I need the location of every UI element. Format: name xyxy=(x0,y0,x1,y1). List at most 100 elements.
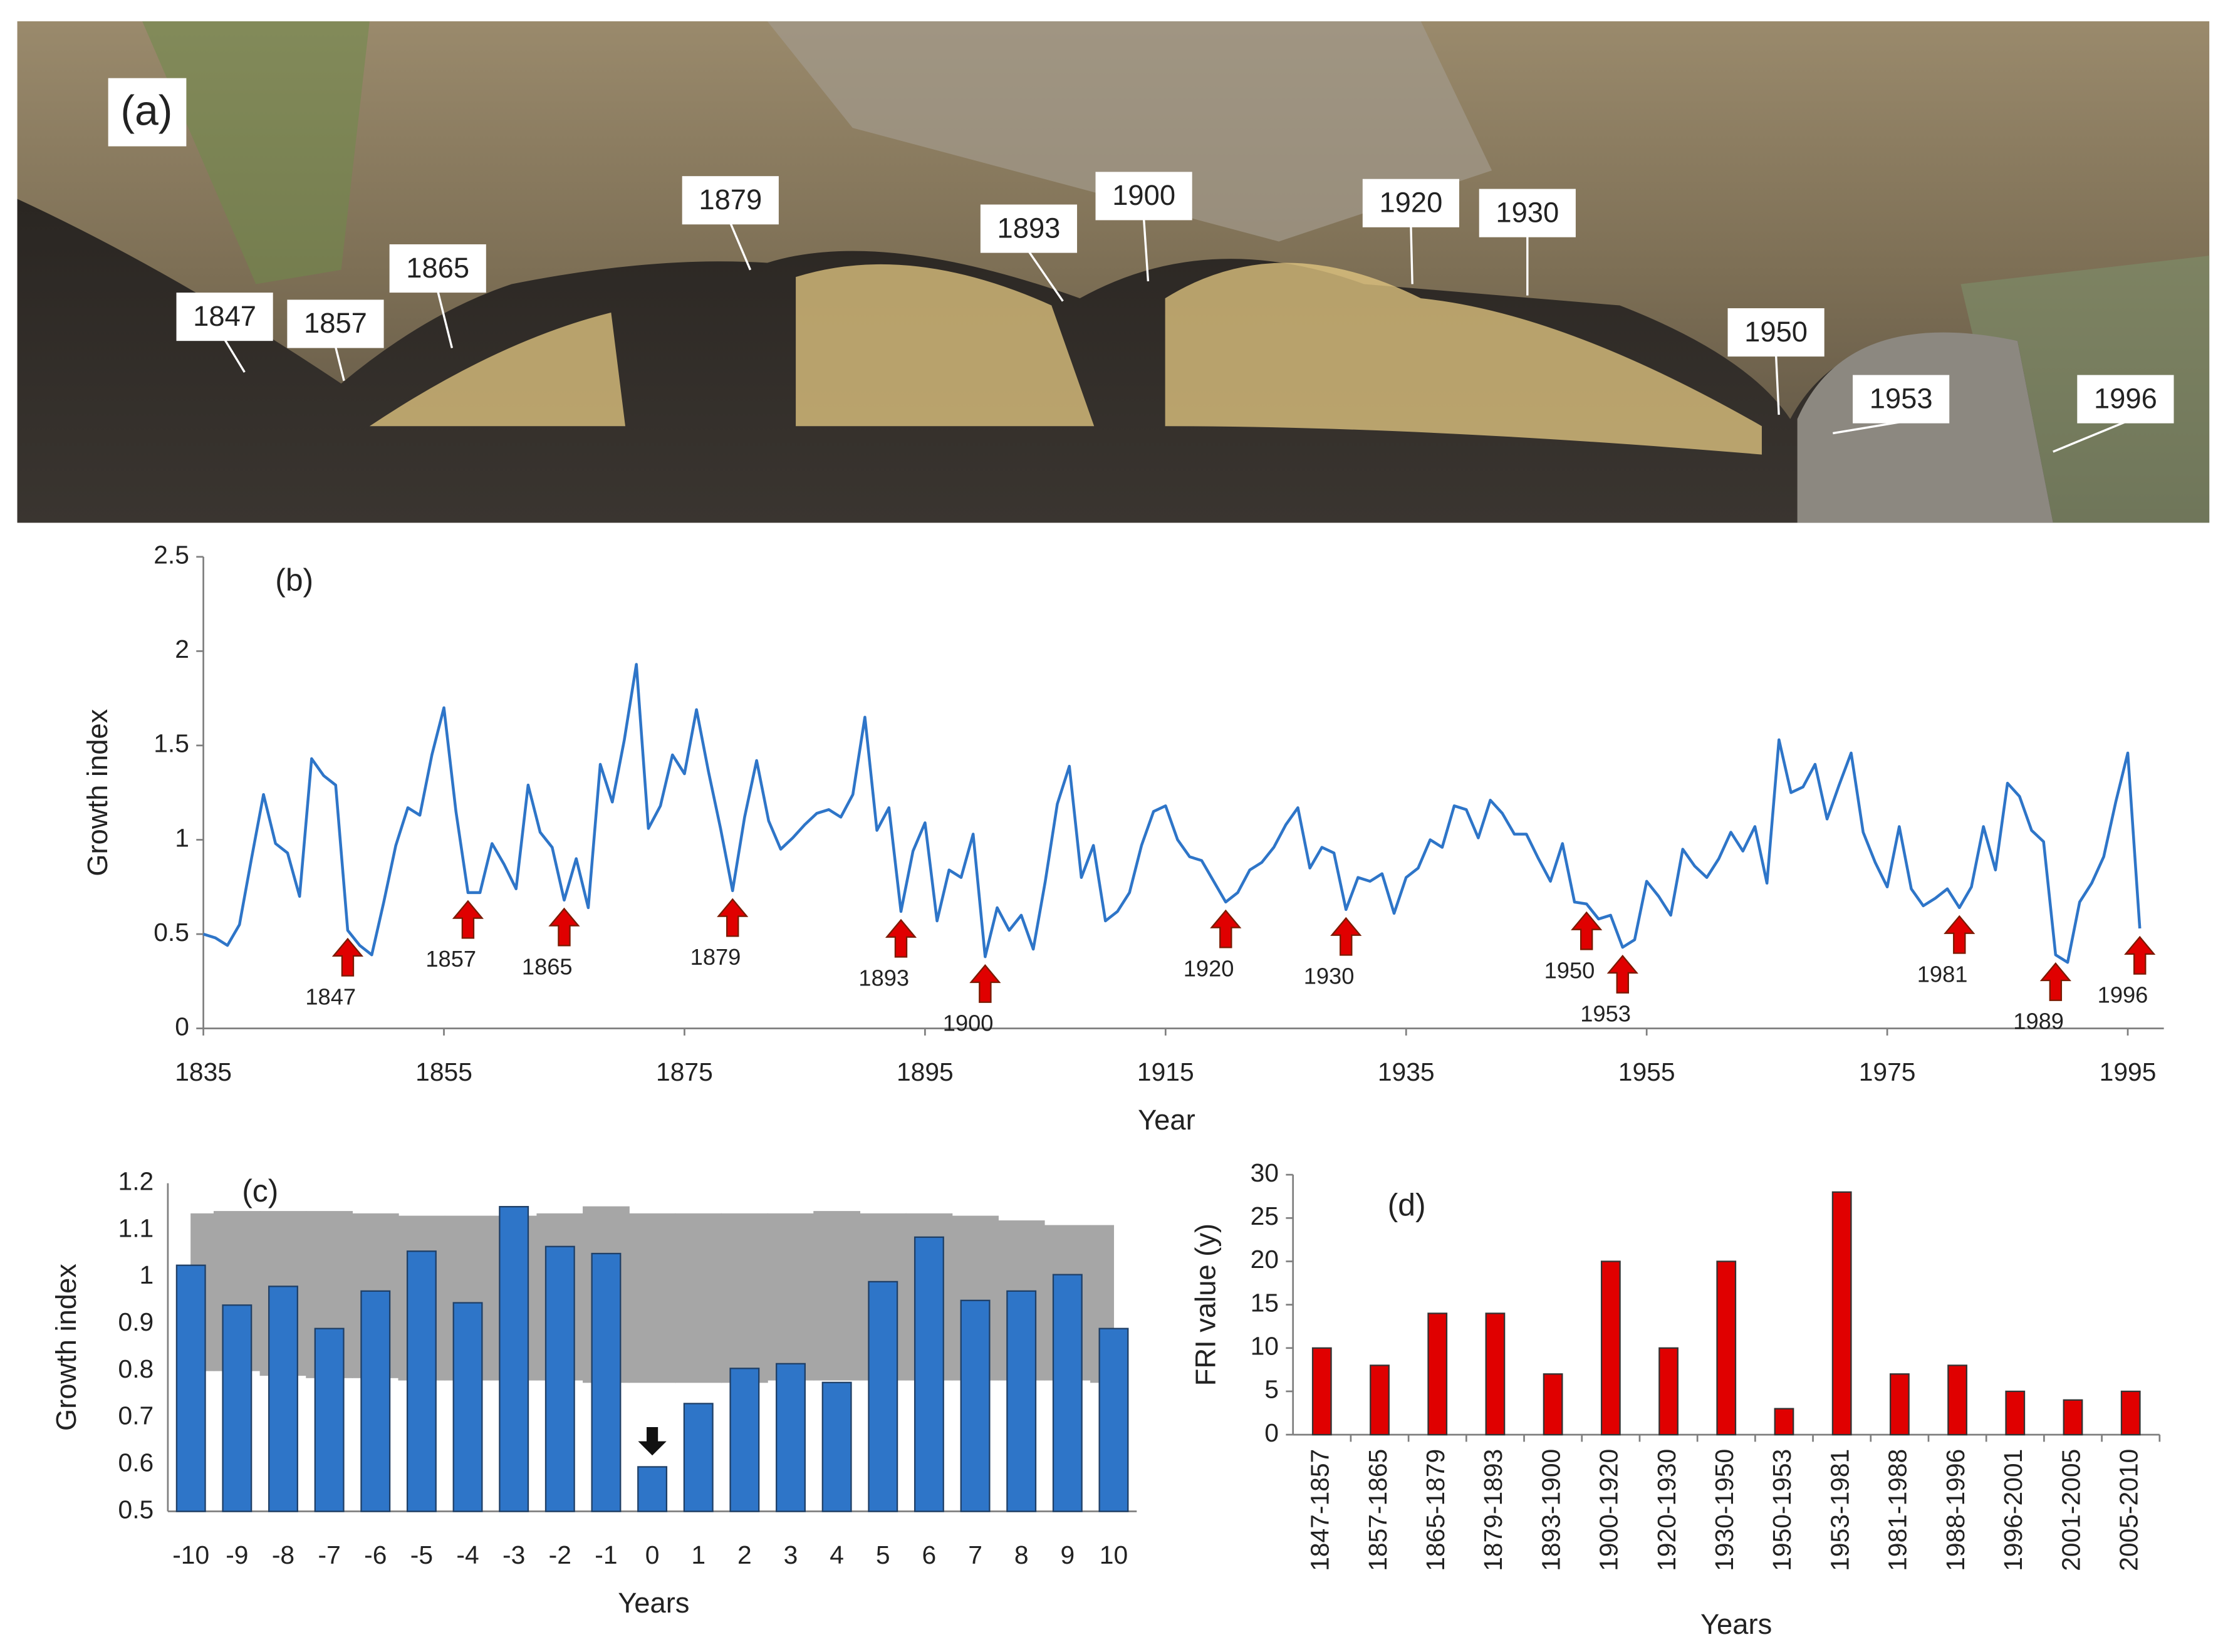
x-tick-label: 1855 xyxy=(415,1057,472,1086)
fire-year-label: 1930 xyxy=(1304,963,1355,989)
label-box xyxy=(980,204,1078,253)
fire-year-label: 1953 xyxy=(1580,1001,1631,1027)
label-box xyxy=(1095,172,1192,221)
fire-arrow xyxy=(885,918,917,958)
bar xyxy=(1052,1274,1083,1512)
x-tick-label: 1900-1920 xyxy=(1595,1449,1623,1571)
y-tick-label: 0 xyxy=(175,1012,189,1041)
x-tick-label: 6 xyxy=(922,1540,937,1569)
y-tick-label: 2.5 xyxy=(154,541,189,569)
bar xyxy=(499,1206,529,1512)
bar xyxy=(1370,1364,1390,1436)
x-tick-label: 3 xyxy=(784,1540,798,1569)
panel-label: (b) xyxy=(275,563,313,598)
x-tick-label: 9 xyxy=(1060,1540,1075,1569)
y-tick-label: 0.8 xyxy=(118,1354,154,1383)
panel-label: (a) xyxy=(120,86,172,134)
x-tick-label: 8 xyxy=(1014,1540,1029,1569)
x-tick-label: -9 xyxy=(226,1540,248,1569)
x-tick-label: -4 xyxy=(456,1540,479,1569)
bar xyxy=(776,1363,806,1512)
x-tick-label: 1865-1879 xyxy=(1421,1449,1450,1571)
y-tick-label: 0 xyxy=(1264,1418,1279,1447)
label-leader xyxy=(334,346,345,382)
fire-year-label: 1920 xyxy=(1184,955,1234,981)
bar xyxy=(960,1299,991,1512)
bar xyxy=(1947,1364,1967,1436)
y-tick-label: 15 xyxy=(1251,1288,1279,1317)
x-tick-label: 0 xyxy=(645,1540,660,1569)
fire-year-label: 1865 xyxy=(522,953,573,979)
bar xyxy=(1658,1347,1679,1436)
fire-arrow xyxy=(2124,935,2156,975)
bar xyxy=(1098,1327,1129,1512)
bar xyxy=(821,1381,852,1512)
photo-label: 1996 xyxy=(2094,382,2157,414)
x-tick-label: 1920-1930 xyxy=(1652,1449,1681,1571)
fire-arrow xyxy=(1606,954,1638,994)
fire-arrow xyxy=(717,898,749,937)
bar xyxy=(268,1286,298,1512)
label-box xyxy=(389,244,486,293)
y-tick-label: 1 xyxy=(140,1260,154,1289)
fire-arrow xyxy=(1571,911,1603,950)
photo-label: 1865 xyxy=(406,252,469,284)
fire-arrow xyxy=(969,964,1001,1003)
label-leader xyxy=(1774,355,1780,415)
bar xyxy=(222,1304,252,1512)
photo-label: 1847 xyxy=(193,300,256,332)
x-tick-label: -7 xyxy=(318,1540,340,1569)
bar xyxy=(175,1264,206,1512)
fire-year-label: 1879 xyxy=(690,944,741,970)
photo-label: 1900 xyxy=(1112,179,1175,211)
bar xyxy=(1485,1312,1506,1436)
y-tick-label: 0.7 xyxy=(118,1401,154,1430)
bar xyxy=(729,1368,760,1512)
fire-year-label: 1893 xyxy=(858,965,909,990)
panel-label: (d) xyxy=(1388,1187,1426,1222)
photo-label: 1930 xyxy=(1496,196,1559,228)
band xyxy=(628,1213,676,1383)
y-tick-label: 2 xyxy=(175,635,189,663)
label-leader xyxy=(224,339,246,373)
bar xyxy=(914,1236,944,1512)
label-leader xyxy=(2053,420,2126,453)
label-leader xyxy=(1833,420,1902,435)
x-tick-label: 1950-1953 xyxy=(1767,1449,1796,1571)
x-tick-label: 1975 xyxy=(1859,1057,1916,1086)
label-box xyxy=(2077,375,2174,423)
bar xyxy=(2120,1390,2141,1436)
y-tick-label: 25 xyxy=(1251,1202,1279,1230)
x-tick-label: 1996-2001 xyxy=(1999,1449,2028,1571)
bar xyxy=(544,1245,575,1512)
bar xyxy=(2063,1399,2083,1436)
label-leader xyxy=(1410,226,1413,284)
x-tick-label: -8 xyxy=(272,1540,294,1569)
panel-label-box xyxy=(108,78,187,147)
fire-arrow xyxy=(1330,917,1362,956)
y-tick-label: 5 xyxy=(1264,1375,1279,1404)
band xyxy=(675,1213,722,1383)
label-leader xyxy=(437,291,454,348)
bar xyxy=(360,1290,391,1512)
label-box xyxy=(682,176,779,225)
label-box xyxy=(1479,189,1576,237)
y-tick-label: 1.2 xyxy=(118,1167,154,1196)
x-tick-label: 2001-2005 xyxy=(2056,1449,2085,1571)
photo-label: 1953 xyxy=(1870,382,1933,414)
label-box xyxy=(176,293,273,341)
x-tick-label: 1953-1981 xyxy=(1825,1449,1854,1571)
x-tick-label: 10 xyxy=(1100,1540,1128,1569)
y-axis-label: FRI value (y) xyxy=(1190,1223,1222,1386)
bar xyxy=(2005,1390,2026,1436)
bar xyxy=(868,1281,898,1512)
y-tick-label: 1.5 xyxy=(154,729,189,758)
fire-year-label: 1847 xyxy=(305,984,356,1009)
x-tick-label: 1857-1865 xyxy=(1363,1449,1392,1571)
x-tick-label: 1981-1988 xyxy=(1883,1449,1912,1571)
event-arrow xyxy=(638,1426,667,1456)
label-leader xyxy=(729,222,752,271)
y-axis-label: Growth index xyxy=(50,1264,82,1431)
photo-label: 1893 xyxy=(997,212,1061,244)
